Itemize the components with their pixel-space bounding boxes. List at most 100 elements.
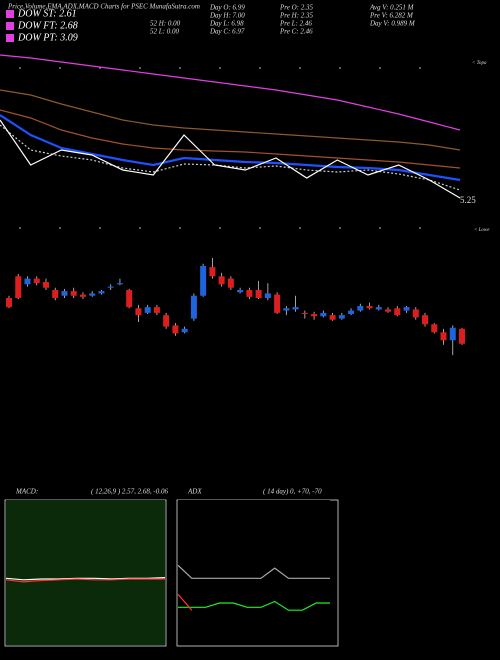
- marker-dot: [299, 227, 301, 229]
- candle-body: [172, 325, 179, 334]
- candle-body: [459, 328, 465, 344]
- candle-body: [255, 290, 262, 298]
- candle-body: [135, 308, 142, 316]
- stat: Pre V: 6.282 M: [369, 12, 414, 20]
- line-series: [0, 89, 461, 151]
- candle-body: [338, 315, 345, 319]
- stat: Day O: 6.99: [209, 4, 245, 12]
- candle-body: [449, 327, 456, 341]
- candle-body: [190, 295, 197, 319]
- line-series: [0, 119, 461, 199]
- candle-body: [70, 291, 77, 296]
- candle-body: [246, 290, 253, 297]
- candle-body: [126, 290, 133, 308]
- marker-dot: [99, 227, 101, 229]
- stat: Day H: 7.00: [209, 12, 245, 20]
- candle-body: [440, 332, 447, 341]
- candle-body: [283, 308, 290, 311]
- line-series: [0, 54, 461, 131]
- stat: Day L: 6.98: [209, 20, 244, 28]
- candle-body: [301, 312, 308, 314]
- note-bottom: < Lowe: [474, 228, 490, 233]
- candle-body: [144, 307, 151, 313]
- stat: Pre O: 2.35: [279, 4, 313, 12]
- candle-body: [89, 293, 96, 296]
- candle-body: [292, 307, 299, 310]
- candle-body: [153, 307, 160, 313]
- marker-dot: [339, 227, 341, 229]
- legend-entry: DOW ST: 2.61: [17, 8, 77, 19]
- candle-body: [348, 310, 355, 314]
- line-series: [5, 577, 166, 581]
- candle-body: [329, 315, 336, 320]
- candle-body: [366, 306, 373, 309]
- line-series: [178, 600, 330, 611]
- legend-entry: DOW FT: 2.68: [17, 20, 78, 31]
- stat: Avg V: 0.251 M: [369, 4, 415, 12]
- marker-dot: [19, 227, 21, 229]
- candle-body: [6, 298, 12, 308]
- marker-dot: [299, 67, 301, 69]
- marker-dot: [179, 67, 181, 69]
- marker-dot: [259, 67, 261, 69]
- candle-body: [61, 291, 68, 296]
- candle-body: [181, 328, 188, 333]
- marker-dot: [59, 227, 61, 229]
- line-series: [0, 109, 461, 169]
- marker-dot: [219, 67, 221, 69]
- marker-dot: [339, 67, 341, 69]
- stat: 52 L: 0.00: [150, 28, 179, 36]
- stat: 52 H: 0.00: [150, 20, 181, 28]
- candle-body: [403, 307, 410, 311]
- panel-bg: [6, 500, 165, 645]
- candle-body: [431, 324, 438, 333]
- panel-subtitle: ( 14 day) 0, +70, -70: [263, 488, 322, 496]
- marker-dot: [419, 67, 421, 69]
- marker-dot: [139, 67, 141, 69]
- line-series: [177, 564, 330, 579]
- marker-dot: [219, 227, 221, 229]
- candle-body: [33, 278, 40, 284]
- candle-body: [15, 276, 22, 298]
- candle-body: [385, 309, 392, 312]
- legend-swatch: [6, 22, 14, 30]
- candle-body: [422, 315, 429, 325]
- candle-body: [200, 266, 207, 296]
- candle-body: [375, 307, 382, 310]
- line-series: [0, 124, 461, 191]
- candle-body: [274, 294, 281, 313]
- legend-entry: DOW PT: 3.09: [17, 32, 78, 43]
- candle-body: [320, 312, 327, 317]
- candle-body: [52, 290, 59, 298]
- marker-dot: [139, 227, 141, 229]
- candle-body: [237, 290, 244, 293]
- stat: Pre C: 2.46: [279, 28, 313, 36]
- stat: Day V: 0.989 M: [369, 20, 416, 28]
- candle-body: [98, 291, 105, 294]
- candle-body: [42, 282, 49, 288]
- panel-subtitle: ( 12,26,9 ) 2.57, 2.68, -0.06: [91, 488, 168, 496]
- legend-swatch: [6, 34, 14, 42]
- line-series: [177, 593, 193, 611]
- marker-dot: [179, 227, 181, 229]
- panel-bg: [178, 500, 330, 645]
- line-series: [5, 578, 165, 583]
- candle-body: [24, 278, 31, 285]
- panel-title: ADX: [187, 488, 202, 496]
- stat: Pre L: 2.46: [279, 20, 312, 28]
- note-top: < Topa: [472, 61, 487, 66]
- candle-body: [264, 293, 271, 298]
- price-label: 5.25: [460, 195, 476, 205]
- marker-dot: [379, 227, 381, 229]
- candle-body: [218, 276, 225, 285]
- title: Price,Volume,EMA,ADX,MACD Charts for PSE…: [7, 3, 200, 11]
- candle-body: [227, 278, 234, 288]
- candle-body: [412, 309, 419, 318]
- candle-body: [107, 286, 114, 288]
- candle-body: [79, 294, 86, 297]
- marker-dot: [19, 67, 21, 69]
- candle-body: [209, 267, 216, 277]
- stat: Pre H: 2.35: [279, 12, 313, 20]
- candle-body: [357, 306, 364, 311]
